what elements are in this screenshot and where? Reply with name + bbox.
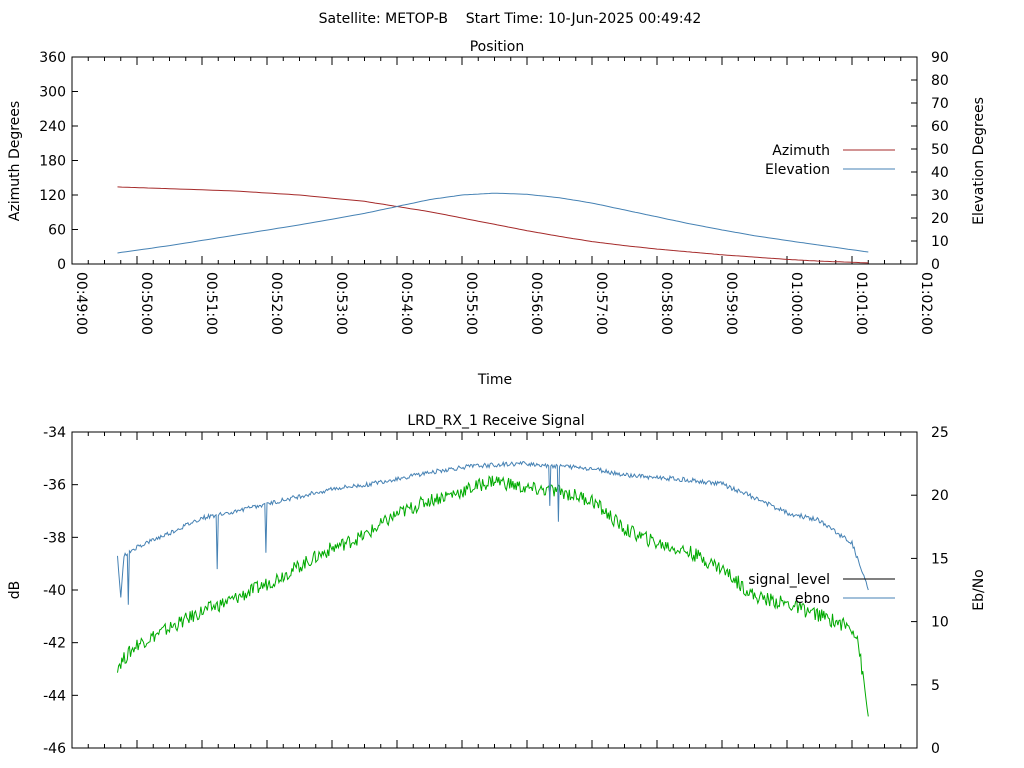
left-axis-tick-label: -46	[43, 741, 66, 757]
series-line-ebno	[117, 460, 869, 605]
position-plot-frame	[71, 56, 918, 265]
right-axis-tick-label: 50	[931, 142, 949, 158]
right-axis-tick-label: 15	[931, 551, 949, 567]
db-axis-label: dB	[7, 581, 23, 600]
right-axis-tick-label: 70	[931, 96, 949, 112]
elevation-axis-label: Elevation Degrees	[971, 97, 987, 225]
legend-label-signal_level: signal_level	[748, 572, 830, 588]
left-axis-tick-label: 120	[39, 188, 66, 204]
x-axis-tick-label: 00:53:00	[333, 272, 349, 335]
left-axis-tick-label: -44	[43, 688, 66, 704]
right-axis-tick-label: 25	[931, 425, 949, 441]
x-axis-tick-label: 00:50:00	[138, 272, 154, 335]
azimuth-axis-label: Azimuth Degrees	[7, 101, 23, 221]
left-axis-tick-label: -38	[43, 530, 66, 546]
series-line-trace-1	[117, 475, 869, 717]
x-axis-tick-label: 00:57:00	[593, 272, 609, 335]
x-axis-tick-label: 00:52:00	[268, 272, 284, 335]
x-axis-tick-label: 01:01:00	[853, 272, 869, 335]
x-axis-tick-label: 00:51:00	[203, 272, 219, 335]
left-axis-tick-label: -42	[43, 636, 66, 652]
left-axis-tick-label: -36	[43, 478, 66, 494]
right-axis-tick-label: 20	[931, 488, 949, 504]
right-axis-tick-label: 10	[931, 234, 949, 250]
x-axis-tick-label: 00:54:00	[398, 272, 414, 335]
receive-signal-chart-title: LRD_RX_1 Receive Signal	[407, 413, 584, 429]
series-line-Azimuth	[117, 186, 869, 264]
x-axis-tick-label: 01:00:00	[788, 272, 804, 335]
right-axis-tick-label: 10	[931, 615, 949, 631]
x-axis-tick-label: 00:59:00	[723, 272, 739, 335]
x-axis-tick-label: 01:02:00	[918, 272, 934, 335]
right-axis-tick-label: 60	[931, 119, 949, 135]
left-axis-tick-label: 240	[39, 119, 66, 135]
left-axis-tick-label: 0	[57, 257, 66, 273]
x-axis-tick-label: 00:58:00	[658, 272, 674, 335]
left-axis-tick-label: 300	[39, 85, 66, 101]
legend-label-Azimuth: Azimuth	[772, 143, 830, 159]
receive-signal-chart: LRD_RX_1 Receive Signal dB Eb/No -46 -44 -…	[7, 413, 987, 757]
right-axis-tick-label: 30	[931, 188, 949, 204]
right-axis-tick-label: 90	[931, 50, 949, 66]
right-axis-tick-label: 0	[931, 741, 940, 757]
x-axis-tick-label: 00:55:00	[463, 272, 479, 335]
right-axis-tick-label: 5	[931, 678, 940, 694]
position-chart: Position Time Azimuth Degrees Elevation …	[7, 39, 987, 388]
legend-label-Elevation: Elevation	[765, 162, 830, 178]
page-header: Satellite: METOP-B Start Time: 10-Jun-20…	[319, 11, 702, 27]
right-axis-tick-label: 40	[931, 165, 949, 181]
position-x-axis-label: Time	[477, 372, 512, 388]
series-line-Elevation	[117, 192, 869, 254]
right-axis-tick-label: 80	[931, 73, 949, 89]
left-axis-tick-label: -34	[43, 425, 66, 441]
legend-label-ebno: ebno	[795, 591, 830, 607]
right-axis-tick-label: 20	[931, 211, 949, 227]
left-axis-tick-label: 360	[39, 50, 66, 66]
position-chart-title: Position	[470, 39, 525, 55]
left-axis-tick-label: 60	[48, 223, 66, 239]
left-axis-tick-label: 180	[39, 154, 66, 170]
x-axis-tick-label: 00:56:00	[528, 272, 544, 335]
ebno-axis-label: Eb/No	[971, 569, 987, 611]
left-axis-tick-label: -40	[43, 583, 66, 599]
x-axis-tick-label: 00:49:00	[73, 272, 89, 335]
right-axis-tick-label: 0	[931, 257, 940, 273]
receive-signal-plot-frame	[71, 431, 918, 749]
